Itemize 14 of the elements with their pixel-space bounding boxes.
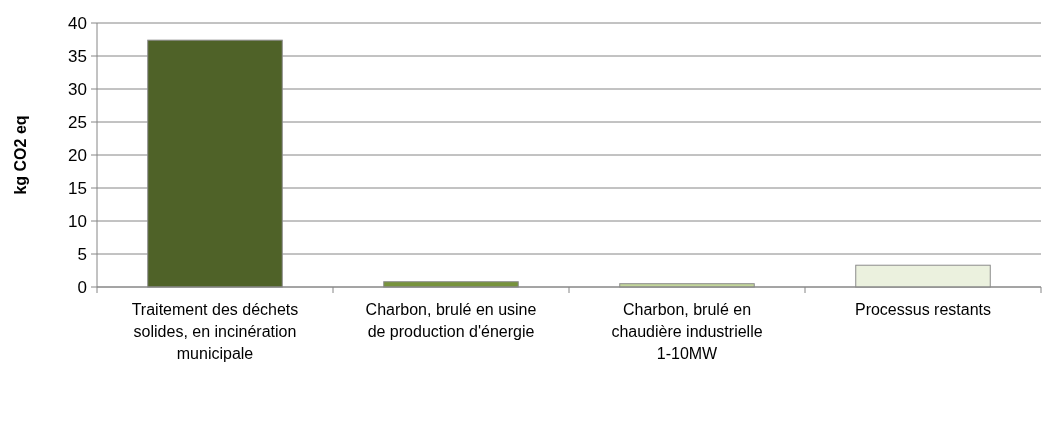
y-tick-label: 20: [68, 145, 87, 165]
y-tick-label: 5: [77, 244, 87, 264]
y-tick-label: 25: [68, 112, 87, 132]
y-tick-label: 15: [68, 178, 87, 198]
y-tick-label: 35: [68, 46, 87, 66]
y-tick-label: 0: [77, 277, 87, 297]
y-tick-label: 10: [68, 211, 87, 231]
y-tick-label: 30: [68, 79, 87, 99]
x-tick-label: Traitement des déchets solides, en incinération municipale: [131, 301, 299, 362]
x-tick-label: Charbon, brulé en chaudière industrielle 1-10MW: [611, 301, 763, 362]
x-tick-label: Charbon, brulé en usine de production d'énergie: [365, 301, 537, 340]
x-tick-label: Processus restants: [854, 301, 992, 318]
y-tick-label: 40: [68, 13, 87, 33]
y-axis-title: kg CO2 eq: [12, 115, 29, 195]
